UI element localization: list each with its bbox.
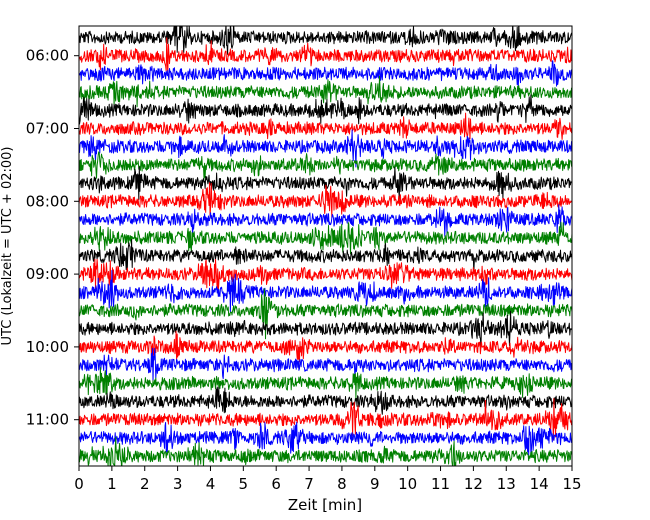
x-tick-label: 11 [431, 475, 450, 493]
trace-0600 [79, 37, 572, 76]
trace-0545 [79, 26, 572, 55]
trace-0615 [79, 60, 572, 87]
x-tick-label: 7 [304, 475, 314, 493]
x-tick-label: 3 [173, 475, 183, 493]
x-tick-label: 13 [497, 475, 516, 493]
seismogram-traces [79, 26, 572, 466]
trace-1000 [79, 330, 572, 363]
x-tick-label: 12 [464, 475, 483, 493]
trace-0630 [79, 75, 572, 108]
trace-0730 [79, 151, 572, 180]
trace-0845 [79, 239, 572, 274]
x-tick-label: 1 [107, 475, 117, 493]
trace-0700 [79, 112, 572, 140]
plot-frame [78, 25, 573, 467]
trace-0830 [79, 221, 572, 255]
x-tick-label: 6 [271, 475, 281, 493]
trace-1100 [79, 398, 572, 441]
trace-0800 [79, 182, 572, 218]
y-tick-label: 07:00 [26, 120, 69, 138]
trace-1045 [79, 386, 572, 415]
x-tick-label: 4 [206, 475, 216, 493]
trace-0915 [79, 270, 572, 313]
y-tick-label: 09:00 [26, 265, 69, 283]
y-axis-title: UTC (Lokalzeit = UTC + 02:00) [0, 147, 15, 346]
trace-0900 [79, 258, 572, 292]
y-tick-label: 11:00 [26, 411, 69, 429]
trace-1015 [79, 347, 572, 383]
y-axis: 06:00 07:00 08:00 09:00 10:00 11:00 [26, 47, 79, 429]
x-tick-label: 9 [370, 475, 380, 493]
trace-0715 [79, 129, 572, 168]
trace-0745 [79, 166, 572, 200]
trace-1030 [79, 367, 572, 399]
x-tick-label: 2 [140, 475, 150, 493]
x-axis-title: Zeit [min] [288, 496, 362, 514]
y-tick-label: 10:00 [26, 338, 69, 356]
trace-1130 [79, 436, 572, 466]
x-tick-label: 10 [398, 475, 417, 493]
trace-0645 [79, 94, 572, 125]
x-tick-label: 5 [239, 475, 249, 493]
x-tick-label: 0 [74, 475, 84, 493]
y-tick-label: 08:00 [26, 192, 69, 210]
x-tick-label: 8 [337, 475, 347, 493]
x-axis: 0 1 2 3 4 5 6 7 8 9 10 11 12 13 14 15 [74, 466, 582, 493]
x-tick-label: 15 [562, 475, 581, 493]
trace-0930 [79, 288, 572, 340]
trace-1115 [79, 421, 572, 456]
y-tick-label: 06:00 [26, 47, 69, 65]
x-tick-label: 14 [530, 475, 549, 493]
trace-0815 [79, 204, 572, 237]
trace-0945 [79, 310, 572, 349]
